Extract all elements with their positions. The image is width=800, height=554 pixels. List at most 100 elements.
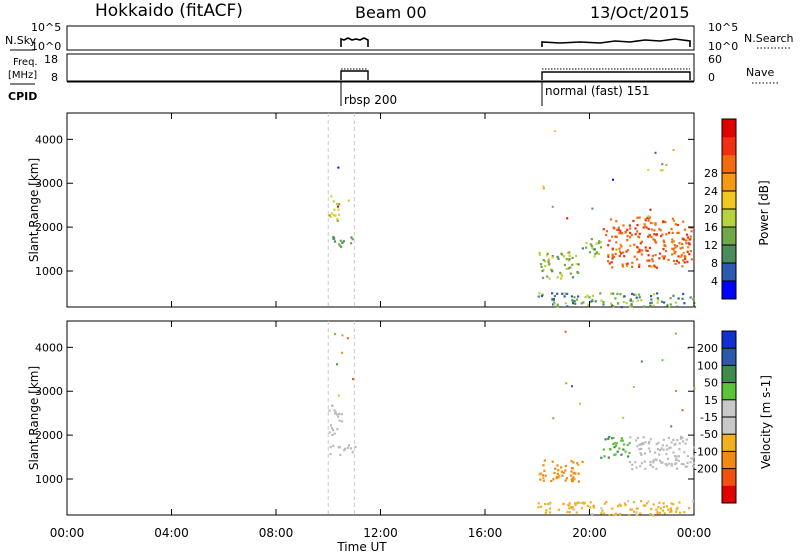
freq-tick-bottom: 8 <box>51 71 58 84</box>
range-cell <box>686 454 689 458</box>
range-cell <box>661 444 664 447</box>
range-cell <box>658 228 661 231</box>
range-cell <box>624 504 627 507</box>
range-cell <box>546 252 549 255</box>
range-cell <box>339 239 342 242</box>
range-cell <box>646 502 649 505</box>
colorbar-swatch <box>722 365 736 383</box>
range-cell <box>543 469 546 472</box>
range-cell <box>638 293 641 296</box>
range-cell <box>685 239 688 242</box>
colorbar-swatch <box>722 209 736 228</box>
colorbar-swatch <box>722 245 736 264</box>
range-cell <box>659 459 662 462</box>
range-cell <box>686 260 689 263</box>
range-cell <box>615 442 618 445</box>
y-tick-label: 1000 <box>35 265 63 278</box>
range-cell <box>633 293 636 296</box>
colorbar-tick-label: 100 <box>697 359 718 372</box>
range-cell <box>652 503 655 506</box>
range-cell <box>629 227 632 230</box>
range-cell <box>611 247 614 250</box>
range-cell <box>660 235 663 238</box>
range-cell <box>350 242 353 245</box>
range-cell <box>568 254 571 257</box>
range-cell <box>589 506 592 509</box>
range-cell <box>661 255 664 258</box>
range-cell <box>612 178 614 181</box>
velocity-panel-frame <box>66 320 695 516</box>
y-tick-label: 4000 <box>35 133 63 146</box>
range-cell <box>570 480 574 483</box>
range-cell <box>331 433 334 437</box>
range-cell <box>555 477 558 480</box>
range-cell <box>351 451 354 454</box>
range-cell <box>665 233 668 236</box>
range-cell <box>620 439 623 442</box>
range-cell <box>611 255 614 258</box>
colorbar-swatch <box>722 155 736 174</box>
range-cell <box>560 252 563 255</box>
range-cell <box>541 474 544 477</box>
range-cell <box>679 247 682 250</box>
time-axis-label: Time UT <box>336 540 387 554</box>
range-cell <box>650 295 653 298</box>
range-cell <box>672 219 676 222</box>
range-cell <box>336 202 339 205</box>
range-cell <box>621 263 624 266</box>
range-cell <box>575 511 578 514</box>
power-colorbar-label: Power [dB] <box>757 180 771 245</box>
range-cell <box>636 216 639 219</box>
range-cell <box>538 473 541 476</box>
range-cell <box>649 208 652 211</box>
range-cell <box>575 262 578 266</box>
range-cell <box>618 254 621 258</box>
range-cell <box>650 298 653 301</box>
range-cell <box>648 450 652 453</box>
range-cell <box>653 264 656 267</box>
range-cell <box>668 231 671 234</box>
range-cell <box>564 469 567 472</box>
range-cell <box>636 230 639 233</box>
colorbar-swatch <box>722 434 736 452</box>
range-cell <box>663 255 667 258</box>
range-cell <box>672 259 676 263</box>
range-cell <box>564 302 567 305</box>
range-cell <box>634 233 637 236</box>
range-cell <box>607 260 610 263</box>
range-cell <box>663 512 666 515</box>
range-cell <box>552 417 555 420</box>
range-cell <box>669 297 672 300</box>
range-cell <box>339 453 342 456</box>
range-cell <box>580 507 584 510</box>
x-tick-label: 16:00 <box>468 526 503 540</box>
range-cell <box>338 446 341 449</box>
range-cell <box>652 461 655 464</box>
range-cell <box>643 223 646 226</box>
range-cell <box>631 300 634 303</box>
range-cell <box>573 478 576 481</box>
range-cell <box>672 294 675 297</box>
range-cell <box>561 292 564 295</box>
range-cell <box>546 275 549 278</box>
range-cell <box>630 508 633 511</box>
range-cell <box>656 297 659 300</box>
range-cell <box>551 298 554 301</box>
range-cell <box>632 386 635 388</box>
range-cell <box>636 224 639 227</box>
range-cell <box>639 452 642 455</box>
range-cell <box>331 404 334 407</box>
range-cell <box>666 304 669 307</box>
colorbar-tick-label: 8 <box>711 257 718 270</box>
range-cell <box>546 502 549 506</box>
range-cell <box>631 468 634 471</box>
range-cell <box>677 459 680 462</box>
range-cell <box>675 462 678 465</box>
range-cell <box>540 265 543 268</box>
range-cell <box>635 513 638 516</box>
range-cell <box>604 438 607 441</box>
range-cell <box>622 251 625 254</box>
range-cell <box>638 265 641 268</box>
range-cell <box>650 228 653 231</box>
colorbar-swatch <box>722 137 736 156</box>
